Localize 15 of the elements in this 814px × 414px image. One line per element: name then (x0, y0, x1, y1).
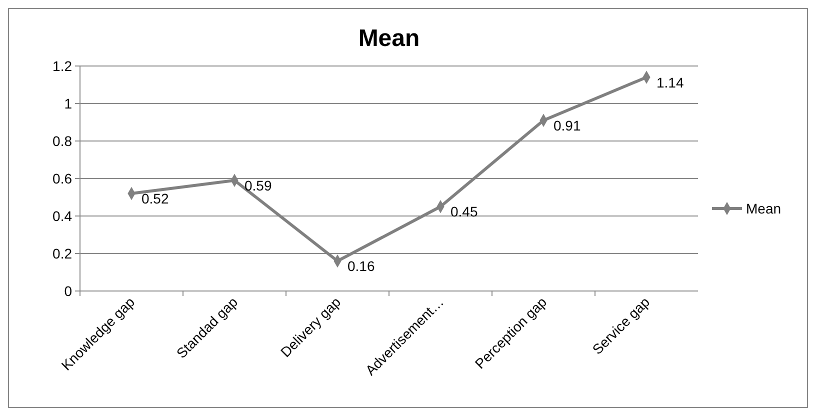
y-tick-label: 0.2 (52, 245, 72, 262)
data-label: 0.16 (348, 258, 375, 274)
data-label: 0.45 (450, 204, 478, 220)
y-tick-label: 0.4 (52, 208, 72, 224)
y-tick-label: 1 (64, 95, 72, 112)
data-label: 0.52 (142, 190, 169, 206)
chart-title: Mean (358, 25, 420, 52)
data-label: 0.59 (244, 177, 272, 194)
y-tick-label: 0 (64, 282, 72, 299)
y-tick-label: 0.8 (52, 132, 72, 149)
y-tick-label: 0.6 (52, 170, 72, 186)
y-tick-label: 1.2 (52, 58, 72, 74)
legend-label: Mean (746, 200, 782, 216)
data-label: 0.91 (554, 117, 581, 134)
data-label: 1.14 (656, 74, 684, 90)
